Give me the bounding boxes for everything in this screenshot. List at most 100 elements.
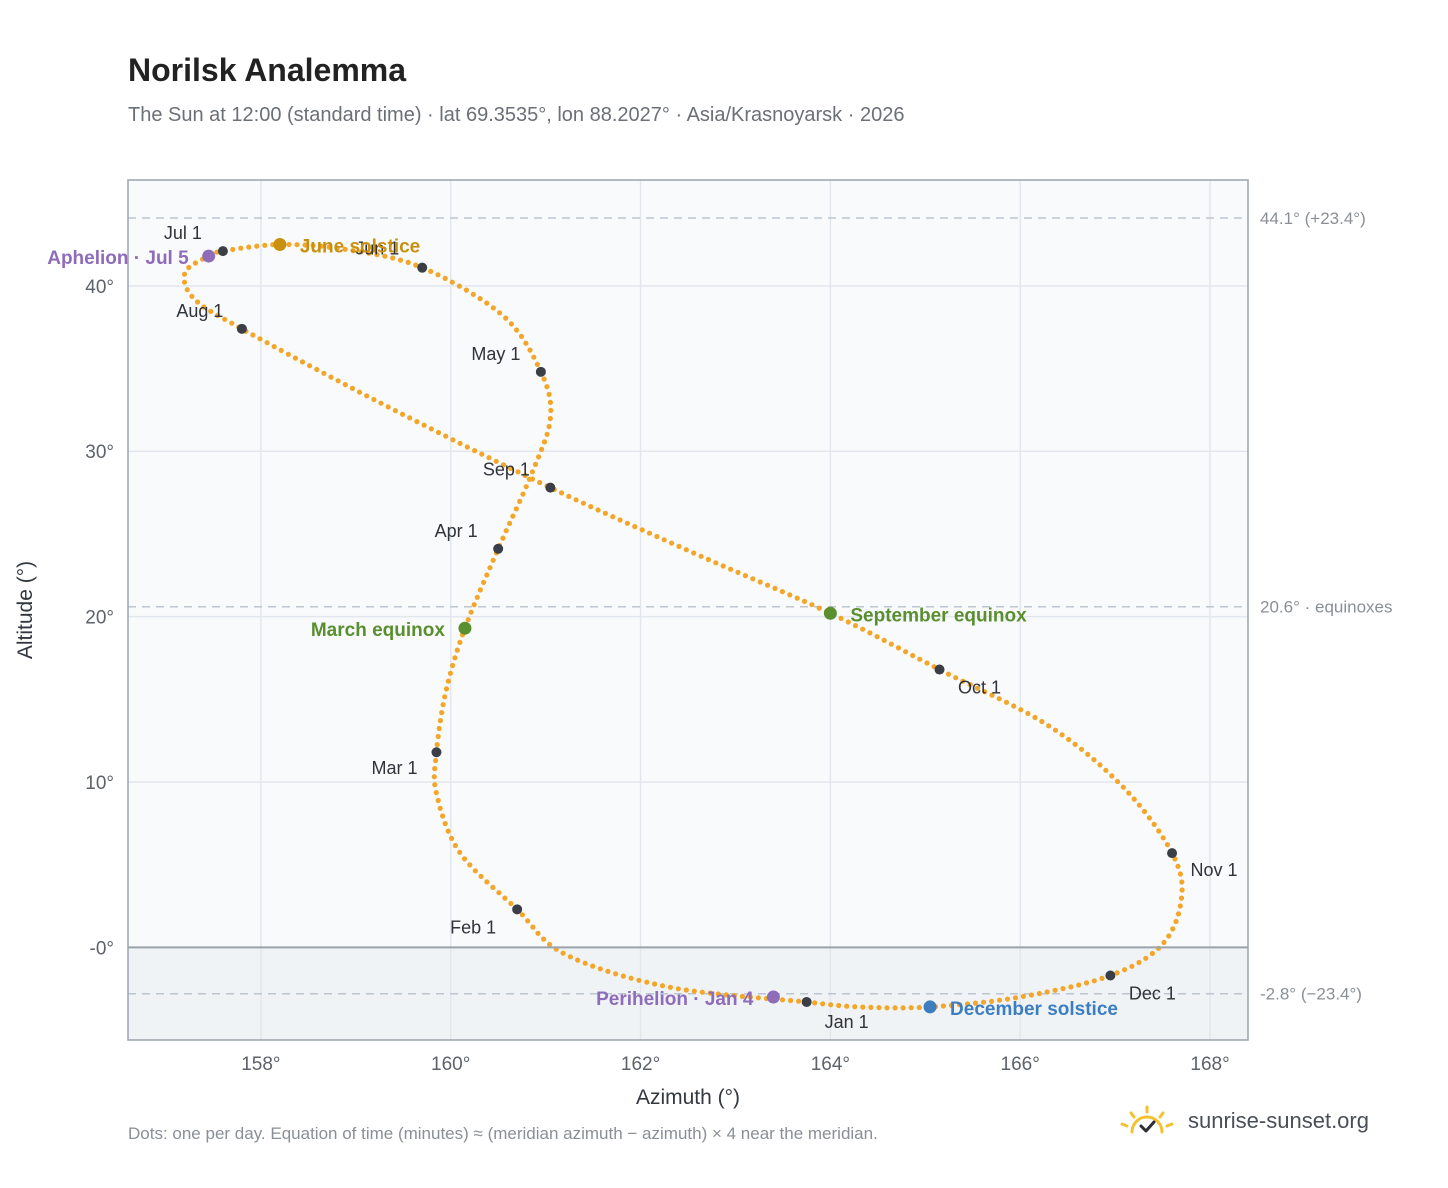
daily-sun-dot [876, 1005, 882, 1011]
daily-sun-dot [435, 272, 441, 278]
daily-sun-dot [940, 1003, 947, 1009]
daily-sun-dot [497, 310, 503, 316]
event-marker [823, 606, 837, 620]
sun-logo-icon [1120, 1105, 1174, 1134]
daily-sun-dot [486, 455, 492, 461]
daily-sun-dot [507, 520, 513, 527]
daily-sun-dot [536, 454, 542, 460]
daily-sun-dot [874, 634, 880, 640]
daily-sun-dot [1120, 784, 1126, 790]
daily-sun-dot [953, 675, 959, 681]
daily-sun-dot [723, 992, 729, 998]
month-marker [417, 262, 428, 273]
chart-subtitle: The Sun at 12:00 (standard time) · lat 6… [128, 104, 905, 126]
daily-sun-dot [1028, 992, 1034, 998]
daily-sun-dot [246, 244, 252, 250]
daily-sun-dot [541, 376, 547, 382]
daily-sun-dot [349, 385, 355, 391]
month-marker-label: Jan 1 [825, 1012, 869, 1032]
event-label: March equinox [311, 620, 446, 641]
x-tick-label: 160° [431, 1054, 470, 1075]
event-label: Perihelion · Jan 4 [596, 989, 754, 1010]
daily-sun-dot [442, 821, 448, 827]
daily-sun-dot [867, 630, 873, 636]
daily-sun-dot [1146, 815, 1152, 821]
daily-sun-dot [262, 242, 268, 248]
daily-sun-dot [437, 805, 443, 811]
month-marker [535, 366, 546, 377]
daily-sun-dot [541, 936, 547, 942]
daily-sun-dot [321, 370, 327, 376]
daily-sun-dot [908, 1005, 914, 1011]
daily-sun-dot [636, 977, 642, 983]
daily-sun-dot [457, 849, 463, 855]
daily-sun-dot [605, 968, 611, 975]
daily-sun-dot [186, 264, 192, 271]
daily-sun-dot [435, 429, 442, 436]
daily-sun-dot [731, 993, 737, 999]
daily-sun-dot [518, 333, 525, 339]
daily-sun-dot [698, 553, 704, 559]
daily-sun-dot [1052, 727, 1059, 733]
daily-sun-dot [271, 344, 277, 350]
daily-sun-dot [669, 540, 675, 546]
daily-sun-dot [431, 774, 437, 780]
daily-sun-dot [326, 244, 332, 250]
daily-sun-dot [454, 647, 460, 653]
daily-sun-dot [452, 842, 458, 849]
month-marker-label: Aug 1 [176, 301, 223, 321]
month-marker-label: Oct 1 [958, 678, 1001, 698]
daily-sun-dot [350, 248, 356, 254]
event-marker [766, 990, 780, 1004]
y-tick-label: 10° [85, 773, 114, 794]
x-tick-label: 166° [1001, 1054, 1040, 1075]
daily-sun-dot [580, 500, 587, 506]
daily-sun-dot [447, 670, 453, 676]
daily-sun-dot [652, 981, 658, 987]
daily-sun-dot [342, 382, 348, 388]
daily-sun-dot [750, 576, 756, 582]
daily-sun-dot [439, 710, 445, 716]
daily-sun-dot [1039, 718, 1045, 725]
brand-logo[interactable]: sunrise-sunset.org [1118, 1104, 1369, 1138]
daily-sun-dot [184, 287, 190, 293]
month-marker-label: Dec 1 [1129, 984, 1176, 1004]
daily-sun-dot [523, 340, 529, 346]
daily-sun-dot [715, 991, 721, 997]
daily-sun-dot [502, 895, 508, 901]
daily-sun-dot [515, 469, 521, 475]
daily-sun-dot [254, 243, 260, 249]
daily-sun-dot [1097, 762, 1103, 768]
daily-sun-dot [646, 530, 653, 536]
y-tick-label: 40° [85, 277, 114, 298]
daily-sun-dot [613, 971, 619, 977]
daily-sun-dot [508, 900, 514, 907]
daily-sun-dot [414, 419, 420, 425]
daily-sun-dot [390, 255, 396, 261]
daily-sun-dot [796, 998, 802, 1004]
daily-sun-dot [667, 984, 674, 990]
daily-sun-dot [661, 537, 667, 543]
daily-sun-dot [437, 718, 443, 724]
daily-sun-dot [405, 259, 411, 265]
daily-sun-dot [452, 655, 458, 661]
daily-sun-dot [328, 374, 334, 380]
daily-sun-dot [342, 246, 348, 252]
daily-sun-dot [573, 497, 579, 503]
daily-sun-dot [534, 361, 541, 367]
daily-sun-dot [449, 835, 455, 842]
daily-sun-dot [924, 660, 930, 666]
daily-sun-dot [779, 997, 786, 1003]
daily-sun-dot [624, 520, 631, 526]
daily-sun-dot [1052, 987, 1058, 993]
daily-sun-dot [597, 966, 603, 972]
daily-sun-dot [522, 472, 528, 479]
daily-sun-dot [529, 476, 536, 482]
daily-sun-dot [541, 439, 548, 445]
daily-sun-dot [1085, 751, 1091, 758]
daily-sun-dot [250, 332, 256, 338]
daily-sun-dot [435, 733, 441, 740]
daily-sun-dot [443, 433, 449, 439]
daily-sun-dot [735, 569, 741, 576]
